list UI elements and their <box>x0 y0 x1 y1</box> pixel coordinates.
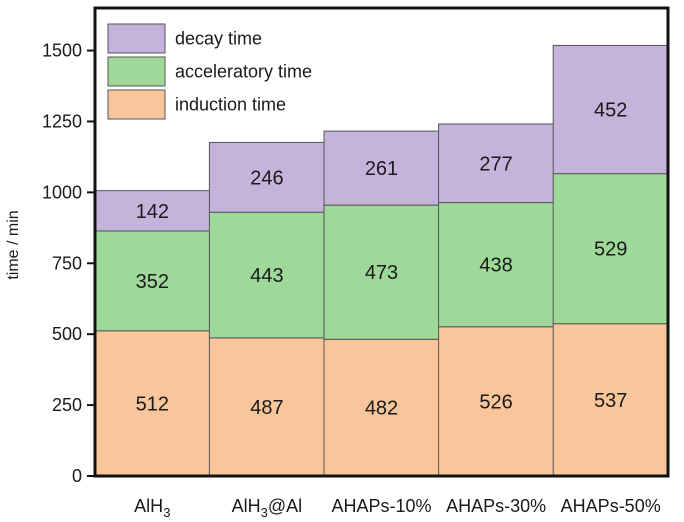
bars-layer <box>94 44 669 477</box>
bar-value-label: 246 <box>250 167 283 189</box>
plot-frame <box>93 6 670 478</box>
bar-segment <box>94 330 211 477</box>
y-tick-label: 750 <box>52 253 82 273</box>
legend-label: decay time <box>175 29 262 49</box>
legend-label: induction time <box>175 95 286 115</box>
x-category-label: AlH3@Al <box>232 496 303 520</box>
bar-segment <box>94 230 211 332</box>
x-category-label: AHAPs-30% <box>446 496 546 516</box>
y-tick-label: 0 <box>72 466 82 486</box>
bar-segment <box>438 326 555 477</box>
legend: decay time acceleratory time induction tim… <box>107 23 312 120</box>
y-tick-label: 1000 <box>42 182 82 202</box>
bar-value-label: 142 <box>136 201 169 223</box>
y-tick-label: 1500 <box>42 41 82 61</box>
bar-segment <box>208 211 325 339</box>
bar-value-label: 452 <box>594 100 627 122</box>
x-category-label: AlH3 <box>134 496 170 520</box>
bar-value-label: 529 <box>594 239 627 261</box>
axes: 0 250 500 750 1000 1250 1500 AlH3 AlH3@Al AHAPs-1… <box>42 6 670 520</box>
bar-segment <box>552 323 669 477</box>
y-tick-label: 1250 <box>42 111 82 131</box>
bar-value-label: 482 <box>365 398 398 420</box>
bar-value-label: 277 <box>479 153 512 175</box>
bar-value-label: 438 <box>479 255 512 277</box>
bar-segment <box>438 123 555 204</box>
bar-value-label: 261 <box>365 158 398 180</box>
bar-segment <box>552 44 669 175</box>
bar-value-label: 352 <box>136 271 169 293</box>
bar-segment <box>323 130 440 206</box>
bar-value-label: 443 <box>250 265 283 287</box>
legend-label: acceleratory time <box>175 62 312 82</box>
bar-value-label: 512 <box>136 393 169 415</box>
bar-value-label: 473 <box>365 262 398 284</box>
bar-value-label: 487 <box>250 397 283 419</box>
bar-segment <box>208 141 325 213</box>
data-labels-layer: 512 352 142 487 443 246 482 473 261 526 438 277 537 5… <box>136 100 628 420</box>
legend-swatch <box>107 56 166 87</box>
bar-segment <box>208 337 325 477</box>
y-tick-label: 500 <box>52 324 82 344</box>
y-tick-label: 250 <box>52 395 82 415</box>
bar-segment <box>323 204 440 340</box>
x-category-label: AHAPs-10% <box>331 496 431 516</box>
legend-swatch <box>107 89 166 120</box>
bar-value-label: 526 <box>479 391 512 413</box>
x-category-label: AHAPs-50% <box>561 496 661 516</box>
bar-value-label: 537 <box>594 390 627 412</box>
bar-segment <box>94 190 211 232</box>
y-axis-title: time / min <box>5 210 22 279</box>
legend-swatch <box>107 23 166 54</box>
